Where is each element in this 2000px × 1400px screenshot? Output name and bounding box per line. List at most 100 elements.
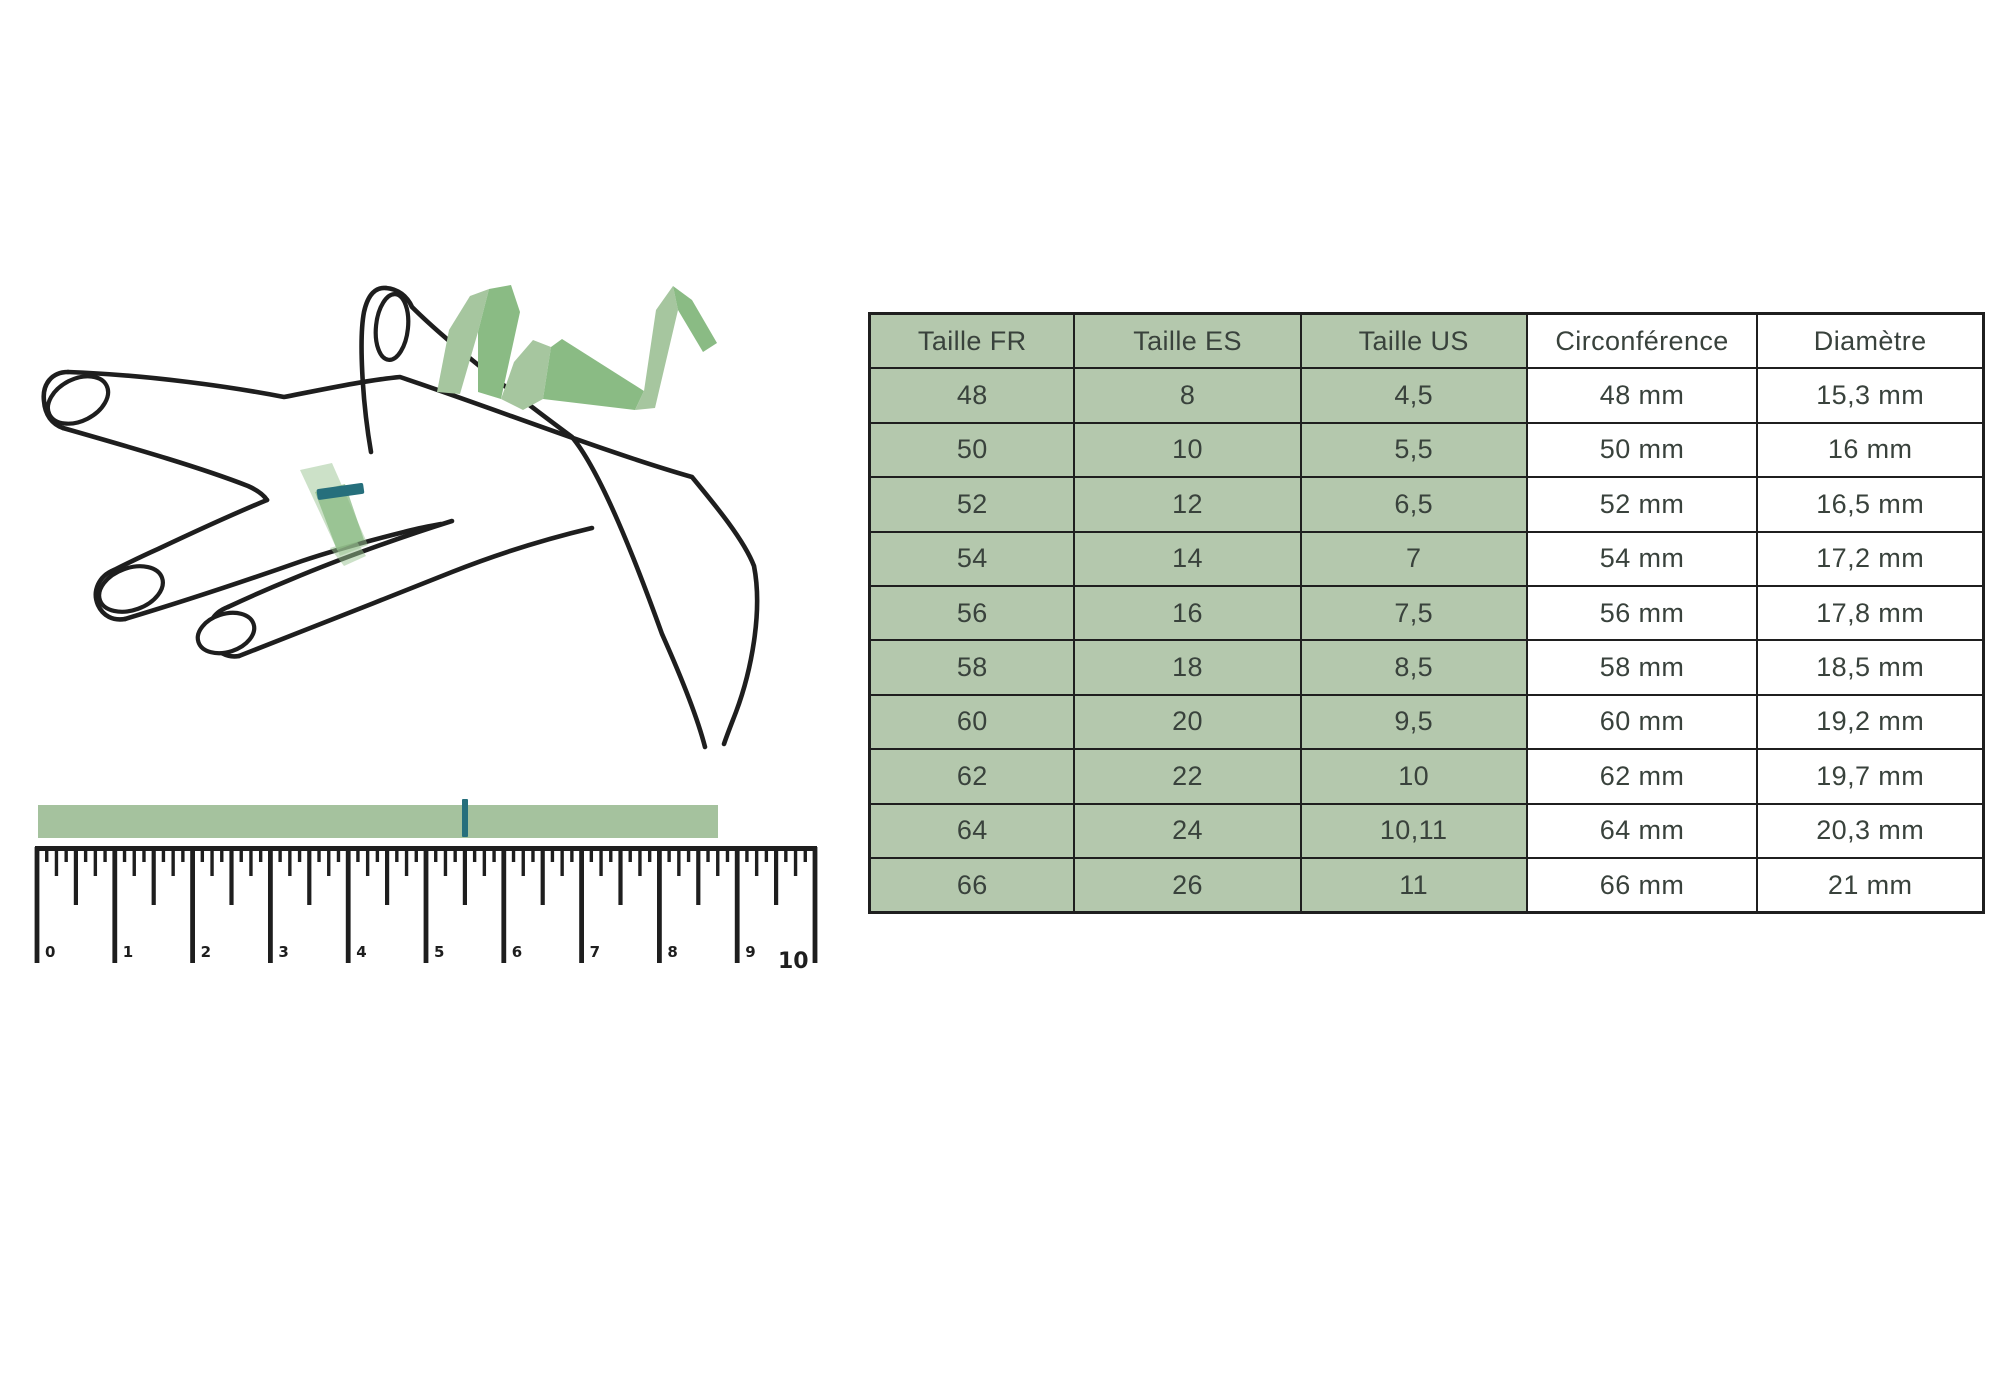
- table-cell: 5,5: [1299, 421, 1528, 479]
- table-cell: 66 mm: [1525, 856, 1759, 914]
- table-cell: 16: [1073, 584, 1302, 642]
- table-cell: 64: [868, 802, 1076, 859]
- curl-segment: [543, 339, 644, 410]
- table-cell: 6,5: [1299, 476, 1528, 533]
- table-cell: 4,5: [1299, 367, 1528, 424]
- table-cell: 19,7 mm: [1756, 748, 1985, 805]
- ring-finger-bottom-edge: [236, 525, 595, 659]
- ribbon-size-marker: [316, 482, 365, 500]
- table-cell: 19,2 mm: [1756, 693, 1985, 751]
- table-cell: 17,8 mm: [1756, 584, 1985, 642]
- curl-ribbon: [437, 285, 717, 410]
- table-cell: 62 mm: [1525, 748, 1759, 805]
- table-cell: 21 mm: [1756, 856, 1985, 914]
- table-row: 66 26 11 66 mm 21 mm: [868, 856, 1985, 914]
- table-row: 50 10 5,5 50 mm 16 mm: [868, 421, 1985, 479]
- table-cell: 54: [868, 530, 1076, 587]
- ribbon-band-tail: [330, 540, 366, 566]
- measuring-strip: [38, 805, 718, 838]
- column-header-circonference: Circonférence: [1525, 312, 1759, 370]
- table-cell: 9,5: [1299, 693, 1528, 751]
- table-row: 54 14 7 54 mm 17,2 mm: [868, 530, 1985, 587]
- size-table-container: Taille FR Taille ES Taille US Circonfére…: [868, 312, 1985, 915]
- index-finger-top-edge: [65, 369, 760, 747]
- table-cell: 14: [1073, 530, 1302, 587]
- middle-finger-bottom-edge: [122, 521, 444, 622]
- table-cell: 12: [1073, 476, 1302, 533]
- index-finger-bottom-edge: [60, 425, 270, 503]
- ruler-number: 8: [667, 943, 677, 961]
- table-cell: 11: [1299, 856, 1528, 914]
- ruler-number: 4: [356, 943, 366, 961]
- table-cell: 24: [1073, 802, 1302, 859]
- column-header-taille-us: Taille US: [1299, 312, 1528, 370]
- table-cell: 48: [868, 367, 1076, 424]
- ruler: 0 1 2 3 4 5 6 7 8 9 10: [34, 846, 818, 974]
- table-cell: 50: [868, 421, 1076, 479]
- hand-back-edge: [383, 285, 708, 750]
- ring-size-table: Taille FR Taille ES Taille US Circonfére…: [868, 312, 1985, 915]
- table-cell: 8: [1073, 367, 1302, 424]
- table-cell: 18: [1073, 639, 1302, 696]
- column-header-taille-es: Taille ES: [1073, 312, 1302, 370]
- table-cell: 26: [1073, 856, 1302, 914]
- strip-size-marker: [462, 799, 468, 837]
- size-table-header: Taille FR Taille ES Taille US Circonfére…: [868, 312, 1985, 370]
- ruler-number: 5: [434, 943, 444, 961]
- table-cell: 10,11: [1299, 802, 1528, 859]
- table-cell: 62: [868, 748, 1076, 805]
- table-cell: 10: [1299, 748, 1528, 805]
- table-row: 48 8 4,5 48 mm 15,3 mm: [868, 367, 1985, 424]
- table-cell: 10: [1073, 421, 1302, 479]
- table-cell: 58 mm: [1525, 639, 1759, 696]
- ribbon-band-dark: [315, 484, 364, 550]
- hand-outline: [41, 285, 760, 750]
- ruler-number: 10: [778, 949, 809, 974]
- size-table-body: 48 8 4,5 48 mm 15,3 mm 50 10 5,5 50 mm 16 mm 52 12 6…: [868, 367, 1985, 914]
- table-cell: 17,2 mm: [1756, 530, 1985, 587]
- table-cell: 22: [1073, 748, 1302, 805]
- index-fingertip: [41, 369, 71, 431]
- table-cell: 7,5: [1299, 584, 1528, 642]
- middle-fingertip: [93, 567, 128, 622]
- curl-segment: [673, 286, 717, 352]
- table-cell: 58: [868, 639, 1076, 696]
- ring-finger-top-edge: [225, 518, 455, 610]
- header-row: Taille FR Taille ES Taille US Circonfére…: [868, 312, 1985, 370]
- thumb-left-edge: [359, 285, 389, 455]
- table-row: 60 20 9,5 60 mm 19,2 mm: [868, 693, 1985, 751]
- ruler-number: 1: [123, 943, 133, 961]
- curl-segment: [437, 289, 489, 394]
- table-cell: 66: [868, 856, 1076, 914]
- curl-segment: [501, 340, 551, 410]
- ring-ribbon-band: [300, 463, 368, 566]
- table-cell: 60 mm: [1525, 693, 1759, 751]
- table-row: 56 16 7,5 56 mm 17,8 mm: [868, 584, 1985, 642]
- table-cell: 20: [1073, 693, 1302, 751]
- table-cell: 16,5 mm: [1756, 476, 1985, 533]
- ruler-number: 0: [45, 943, 55, 961]
- thumb-fingernail: [373, 292, 411, 362]
- middle-fingernail: [97, 564, 165, 614]
- ring-fingernail: [195, 610, 257, 656]
- table-cell: 15,3 mm: [1756, 367, 1985, 424]
- table-cell: 56: [868, 584, 1076, 642]
- curl-segment: [635, 286, 678, 410]
- table-cell: 50 mm: [1525, 421, 1759, 479]
- ruler-number: 2: [201, 943, 211, 961]
- table-cell: 7: [1299, 530, 1528, 587]
- curl-segment: [478, 285, 520, 399]
- table-cell: 52 mm: [1525, 476, 1759, 533]
- table-row: 64 24 10,11 64 mm 20,3 mm: [868, 802, 1985, 859]
- table-cell: 60: [868, 693, 1076, 751]
- ruler-number: 3: [278, 943, 288, 961]
- table-cell: 54 mm: [1525, 530, 1759, 587]
- table-cell: 16 mm: [1756, 421, 1985, 479]
- ruler-ticks: [34, 847, 818, 963]
- index-fingernail: [45, 374, 111, 426]
- table-cell: 52: [868, 476, 1076, 533]
- table-cell: 56 mm: [1525, 584, 1759, 642]
- table-cell: 18,5 mm: [1756, 639, 1985, 696]
